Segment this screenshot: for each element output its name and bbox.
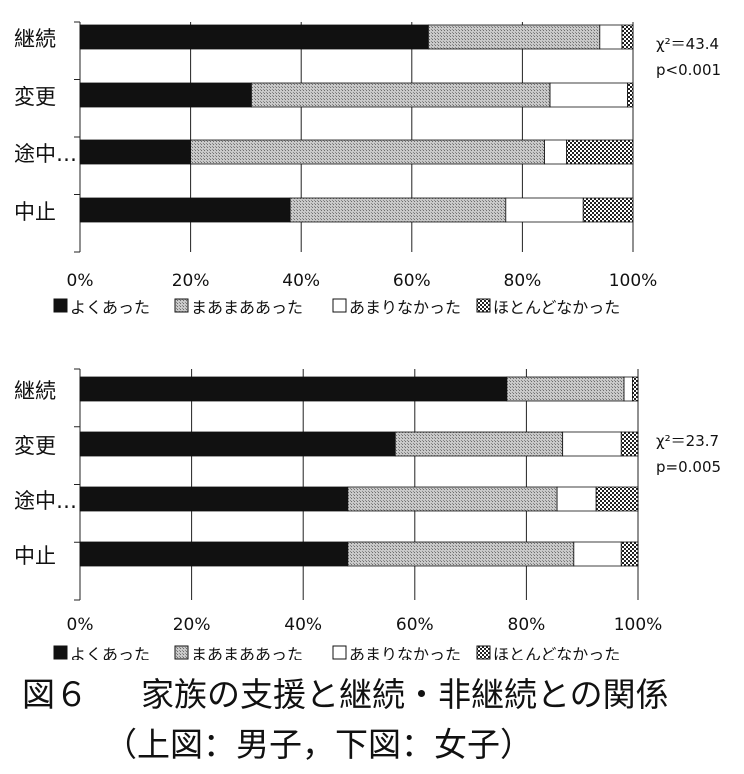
bar-segment: [427, 24, 601, 50]
p-value-annotation: p=0.005: [656, 458, 721, 476]
legend-swatch: [174, 298, 189, 313]
legend-label: ほとんどなかった: [493, 298, 620, 317]
bar-segment: [79, 82, 252, 108]
figure-caption: 図６ 家族の支援と継続・非継続との関係: [22, 668, 669, 716]
bar-segment: [79, 431, 396, 457]
bar-segment: [394, 431, 564, 457]
bar-segment: [599, 24, 623, 50]
bar-segment: [190, 139, 545, 165]
chi-square-annotation: χ²＝23.7: [656, 432, 719, 450]
bar-segment: [623, 376, 633, 402]
category-label: 変更: [14, 434, 56, 458]
bar-segment: [620, 431, 639, 457]
category-label: 中止: [14, 544, 56, 568]
x-tick-label: 40%: [282, 271, 320, 291]
legend-label: まあまああった: [191, 298, 303, 317]
bar-segment: [549, 82, 628, 108]
legend-label: あまりなかった: [349, 645, 461, 660]
legend-label: あまりなかった: [349, 298, 461, 317]
bar-segment: [79, 486, 349, 512]
bar-segment: [347, 486, 558, 512]
bar-segment: [79, 24, 429, 50]
bar-segment: [289, 197, 507, 223]
legend-swatch: [476, 298, 491, 313]
bar-segment: [556, 486, 597, 512]
bar-segment: [79, 376, 508, 402]
legend-swatch: [332, 645, 347, 660]
bar-segment: [79, 541, 349, 567]
bar-segment: [544, 139, 568, 165]
bar-segment: [595, 486, 639, 512]
bar-segment: [506, 376, 625, 402]
x-tick-label: 80%: [508, 615, 546, 635]
x-tick-label: 20%: [173, 615, 211, 635]
category-label: 変更: [14, 85, 56, 109]
figure-subtitle: （上図：男子，下図：女子）: [104, 725, 533, 764]
legend-label: まあまああった: [191, 645, 303, 660]
x-tick-label: 100%: [609, 271, 658, 291]
bar-segment: [562, 431, 622, 457]
bar-segment: [621, 24, 634, 50]
bar-segment: [566, 139, 634, 165]
x-tick-label: 80%: [504, 271, 542, 291]
bar-segment: [582, 197, 634, 223]
x-tick-label: 100%: [614, 615, 663, 635]
legend-swatch: [53, 298, 68, 313]
figure-title: 家族の支援と継続・非継続との関係: [141, 675, 669, 714]
figure-charts: 継続変更途中…中止0% 20% 40% 60% 80% 100%よくあった まあまああったあ…: [14, 21, 721, 660]
category-label: 中止: [14, 200, 56, 224]
bar-segment: [347, 541, 575, 567]
bar-segment: [627, 82, 634, 108]
bar-segment: [79, 197, 291, 223]
x-tick-label: 20%: [172, 271, 210, 291]
chi-square-annotation: χ²＝43.4: [656, 35, 719, 53]
category-label: 継続: [14, 27, 56, 51]
legend-swatch: [332, 298, 347, 313]
legend-swatch: [53, 645, 68, 660]
legend-swatch: [476, 645, 491, 660]
x-tick-label: 0%: [67, 271, 94, 291]
bar-segment: [79, 139, 191, 165]
legend-label: よくあった: [70, 645, 150, 660]
bar-segment: [251, 82, 551, 108]
bar-segment: [505, 197, 584, 223]
legend-label: ほとんどなかった: [493, 645, 620, 660]
bar-segment: [573, 541, 622, 567]
x-tick-label: 40%: [284, 615, 322, 635]
x-tick-label: 60%: [396, 615, 434, 635]
bar-segment: [620, 541, 639, 567]
category-label: 継続: [14, 379, 56, 403]
category-label: 途中…: [14, 489, 77, 513]
p-value-annotation: p<0.001: [656, 61, 721, 79]
category-label: 途中…: [14, 142, 77, 166]
x-tick-label: 60%: [393, 271, 431, 291]
x-tick-label: 0%: [67, 615, 94, 635]
figure-number: 図６: [22, 675, 88, 714]
legend-label: よくあった: [70, 298, 150, 317]
legend-swatch: [174, 645, 189, 660]
bar-segment: [632, 376, 639, 402]
